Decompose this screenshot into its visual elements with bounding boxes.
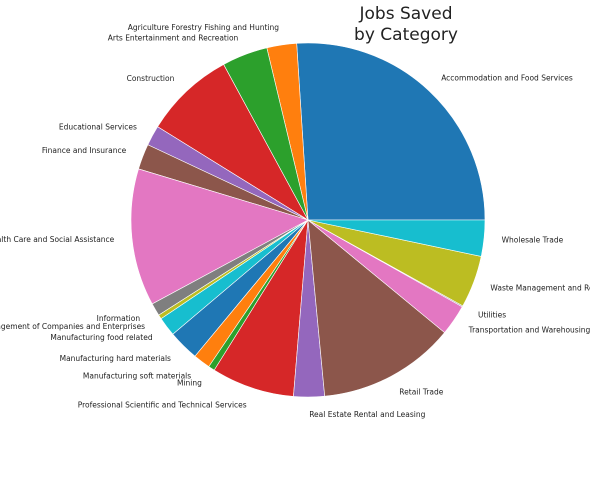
pie-slice-6 [130, 168, 309, 305]
pie-slice-label-17: Utilities [478, 310, 506, 319]
pie-slice-label-0: Accommodation and Food Services [441, 73, 573, 82]
pie-slice-label-7: Information [97, 314, 141, 323]
pie-slice-label-18: Waste Management and Remediation Service… [490, 284, 590, 293]
pie-labels: Accommodation and Food Services Agricultu… [0, 23, 590, 419]
chart-title-line-1: Jobs Saved [359, 4, 453, 24]
pie-slice-label-5: Finance and Insurance [42, 146, 127, 155]
pie-slice-label-6: Health Care and Social Assistance [0, 235, 115, 244]
pie-slice-label-3: Construction [127, 74, 175, 83]
pie-slice-label-1: Agriculture Forestry Fishing and Hunting [128, 23, 279, 32]
pie-slice-label-4: Educational Services [59, 123, 137, 132]
pie-slice-3 [157, 64, 309, 221]
pie-slice-label-15: Retail Trade [399, 387, 443, 396]
pie-slice-label-12: Mining [177, 379, 202, 388]
pie-slice-label-13: Professional Scientific and Technical Se… [78, 400, 247, 409]
pie-slice-label-8: Management of Companies and Enterprises [0, 322, 145, 331]
pie-slice-label-2: Arts Entertainment and Recreation [108, 34, 239, 43]
pie-slice-label-16: Transportation and Warehousing [468, 326, 590, 335]
pie-slice-label-19: Wholesale Trade [502, 236, 564, 245]
pie-slice-15 [307, 219, 446, 397]
pie-slices [130, 42, 486, 398]
pie-slice-label-11: Manufacturing soft materials [83, 371, 191, 380]
pie-slice-label-14: Real Estate Rental and Leasing [309, 410, 425, 419]
chart-title-line-2: by Category [354, 25, 458, 45]
pie-slice-0 [296, 42, 486, 221]
pie-slice-label-9: Manufacturing food related [50, 333, 152, 342]
pie-slice-label-10: Manufacturing hard materials [60, 354, 171, 363]
pie-slice-19 [307, 219, 486, 257]
